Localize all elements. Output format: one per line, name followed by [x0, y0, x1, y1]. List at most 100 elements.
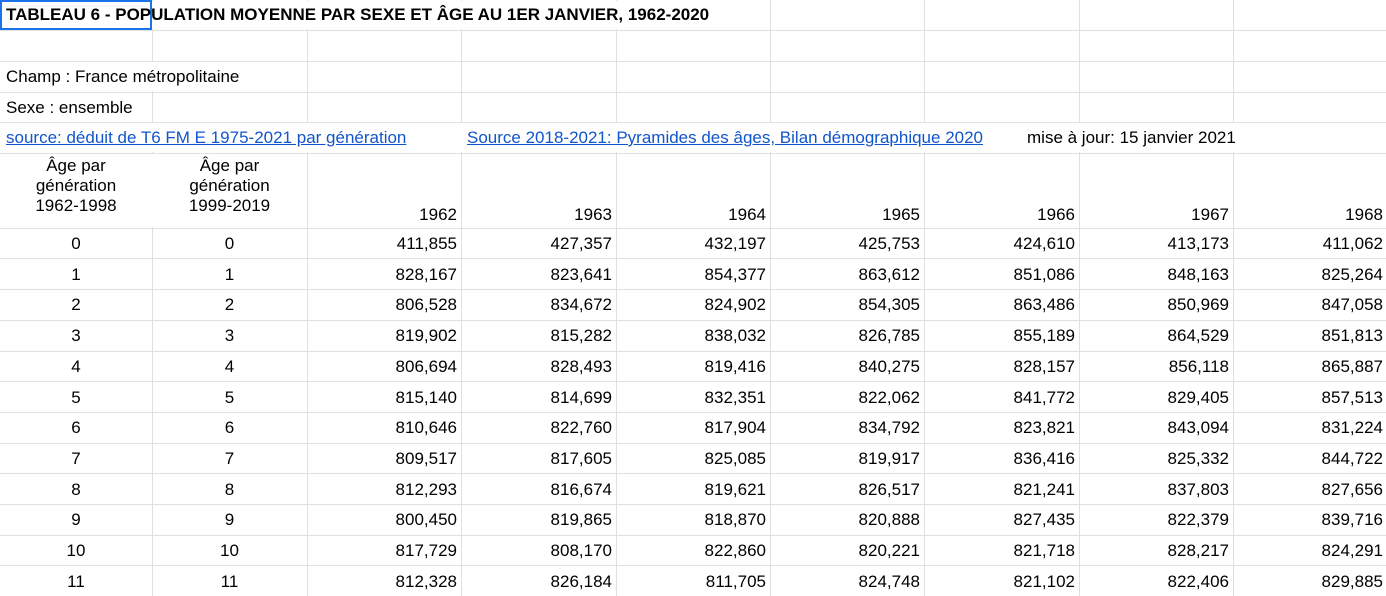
cell-population-value[interactable]: 824,748 — [858, 571, 920, 591]
cell-population-value[interactable]: 815,140 — [395, 387, 457, 407]
cell-population-value[interactable]: 824,902 — [704, 295, 766, 315]
cell-population-value[interactable]: 824,291 — [1321, 541, 1383, 560]
cell-population-value[interactable]: 864,529 — [1167, 326, 1229, 346]
cell-population-value[interactable]: 854,305 — [858, 295, 920, 315]
cell-age-1962-1998[interactable]: 8 — [71, 479, 81, 499]
cell-population-value[interactable]: 821,718 — [1013, 541, 1075, 560]
cell-age-1962-1998[interactable]: 10 — [66, 541, 86, 560]
cell-population-value[interactable]: 847,058 — [1321, 295, 1383, 315]
year-header-1967[interactable]: 1967 — [1191, 205, 1229, 224]
cell-age-1999-2019[interactable]: 8 — [224, 479, 235, 499]
source-link-by-generation[interactable]: source: déduit de T6 FM E 1975-2021 par … — [6, 128, 407, 147]
cell-population-value[interactable]: 810,646 — [395, 418, 457, 438]
cell-population-value[interactable]: 817,729 — [395, 541, 457, 560]
cell-age-1962-1998[interactable]: 1 — [71, 264, 81, 284]
cell-population-value[interactable]: 812,293 — [395, 479, 457, 499]
cell-population-value[interactable]: 839,716 — [1321, 510, 1383, 530]
cell-population-value[interactable]: 424,610 — [1013, 234, 1075, 253]
cell-age-1962-1998[interactable]: 9 — [71, 510, 81, 530]
cell-age-1999-2019[interactable]: 7 — [224, 448, 235, 468]
cell-age-1962-1998[interactable]: 2 — [71, 295, 81, 315]
cell-age-1962-1998[interactable]: 11 — [67, 571, 85, 591]
cell-population-value[interactable]: 425,753 — [858, 234, 920, 253]
cell-population-value[interactable]: 828,157 — [1013, 356, 1075, 376]
cell-population-value[interactable]: 820,888 — [858, 510, 920, 530]
cell-population-value[interactable]: 843,094 — [1167, 418, 1229, 438]
cell-population-value[interactable]: 820,221 — [858, 541, 920, 560]
cell-population-value[interactable]: 822,760 — [550, 418, 612, 438]
year-header-1968[interactable]: 1968 — [1345, 205, 1383, 224]
cell-age-1999-2019[interactable]: 1 — [224, 264, 235, 284]
cell-population-value[interactable]: 826,785 — [858, 326, 920, 346]
cell-population-value[interactable]: 863,486 — [1013, 295, 1075, 315]
cell-age-1962-1998[interactable]: 3 — [71, 326, 81, 346]
cell-population-value[interactable]: 811,705 — [705, 571, 766, 591]
cell-population-value[interactable]: 834,672 — [550, 295, 612, 315]
cell-population-value[interactable]: 823,821 — [1013, 418, 1075, 438]
cell-age-1999-2019[interactable]: 3 — [224, 326, 235, 346]
year-header-1963[interactable]: 1963 — [574, 205, 612, 224]
cell-age-1999-2019[interactable]: 11 — [220, 571, 239, 591]
cell-age-1999-2019[interactable]: 2 — [224, 295, 235, 315]
cell-population-value[interactable]: 838,032 — [704, 326, 766, 346]
cell-population-value[interactable]: 837,803 — [1167, 479, 1229, 499]
cell-population-value[interactable]: 825,085 — [704, 448, 766, 468]
cell-population-value[interactable]: 829,405 — [1167, 387, 1229, 407]
year-header-1966[interactable]: 1966 — [1037, 205, 1075, 224]
cell-age-1999-2019[interactable]: 4 — [224, 356, 235, 376]
cell-population-value[interactable]: 809,517 — [395, 448, 457, 468]
cell-population-value[interactable]: 829,885 — [1321, 571, 1383, 591]
cell-age-1962-1998[interactable]: 6 — [71, 418, 81, 438]
cell-population-value[interactable]: 851,813 — [1321, 326, 1383, 346]
year-header-1964[interactable]: 1964 — [728, 205, 766, 224]
cell-population-value[interactable]: 817,605 — [550, 448, 612, 468]
cell-population-value[interactable]: 844,722 — [1321, 448, 1383, 468]
cell-population-value[interactable]: 857,513 — [1321, 387, 1383, 407]
cell-population-value[interactable]: 819,621 — [704, 479, 766, 499]
cell-population-value[interactable]: 826,184 — [550, 571, 612, 591]
cell-population-value[interactable]: 856,118 — [1168, 356, 1229, 376]
cell-age-1999-2019[interactable]: 0 — [224, 234, 235, 253]
year-header-1962[interactable]: 1962 — [419, 205, 457, 224]
cell-population-value[interactable]: 826,517 — [858, 479, 920, 499]
cell-population-value[interactable]: 411,855 — [396, 234, 457, 253]
cell-population-value[interactable]: 836,416 — [1013, 448, 1075, 468]
cell-population-value[interactable]: 808,170 — [550, 541, 612, 560]
cell-population-value[interactable]: 831,224 — [1321, 418, 1383, 438]
cell-population-value[interactable]: 834,792 — [858, 418, 920, 438]
selected-cell-A1[interactable] — [0, 0, 152, 30]
cell-population-value[interactable]: 850,969 — [1167, 295, 1229, 315]
cell-age-1999-2019[interactable]: 9 — [224, 510, 235, 530]
cell-population-value[interactable]: 812,328 — [395, 571, 457, 591]
cell-population-value[interactable]: 822,406 — [1167, 571, 1229, 591]
cell-population-value[interactable]: 851,086 — [1013, 264, 1075, 284]
cell-population-value[interactable]: 822,379 — [1167, 510, 1229, 530]
source-link-pyramids[interactable]: Source 2018-2021: Pyramides des âges, Bi… — [467, 128, 984, 147]
cell-population-value[interactable]: 822,062 — [858, 387, 920, 407]
cell-population-value[interactable]: 814,699 — [550, 387, 612, 407]
cell-age-1999-2019[interactable]: 5 — [224, 387, 235, 407]
cell-age-1999-2019[interactable]: 10 — [220, 541, 239, 560]
cell-population-value[interactable]: 821,241 — [1013, 479, 1075, 499]
cell-population-value[interactable]: 818,870 — [704, 510, 766, 530]
cell-population-value[interactable]: 828,167 — [395, 264, 457, 284]
cell-population-value[interactable]: 827,435 — [1013, 510, 1075, 530]
cell-population-value[interactable]: 840,275 — [858, 356, 920, 376]
cell-population-value[interactable]: 825,332 — [1167, 448, 1229, 468]
cell-population-value[interactable]: 865,887 — [1321, 356, 1383, 376]
cell-population-value[interactable]: 823,641 — [550, 264, 612, 284]
cell-population-value[interactable]: 806,694 — [395, 356, 457, 376]
cell-age-1999-2019[interactable]: 6 — [224, 418, 235, 438]
cell-population-value[interactable]: 432,197 — [704, 234, 766, 253]
cell-population-value[interactable]: 806,528 — [395, 295, 457, 315]
cell-population-value[interactable]: 828,217 — [1167, 541, 1229, 560]
cell-population-value[interactable]: 827,656 — [1321, 479, 1383, 499]
cell-population-value[interactable]: 413,173 — [1167, 234, 1229, 253]
cell-population-value[interactable]: 854,377 — [704, 264, 766, 284]
cell-population-value[interactable]: 828,493 — [550, 356, 612, 376]
cell-population-value[interactable]: 819,416 — [704, 356, 766, 376]
cell-population-value[interactable]: 819,865 — [550, 510, 612, 530]
cell-population-value[interactable]: 816,674 — [550, 479, 612, 499]
cell-age-1962-1998[interactable]: 7 — [71, 448, 81, 468]
